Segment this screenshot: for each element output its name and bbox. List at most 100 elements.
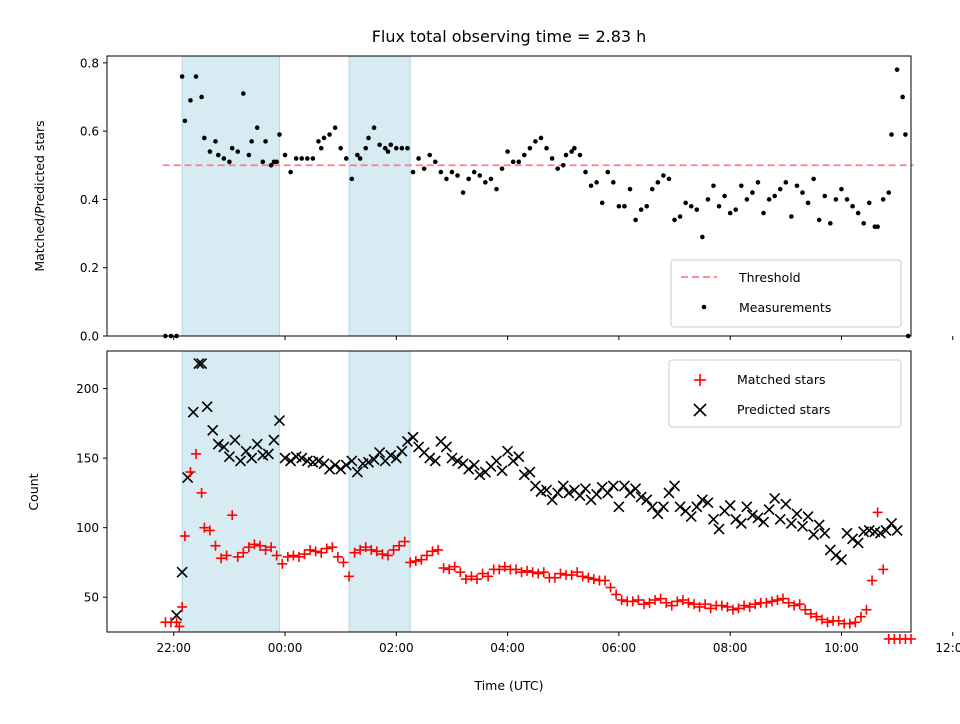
x-axis-label: Time (UTC) [473, 678, 543, 693]
measurement-point [880, 197, 886, 202]
measurement-point [627, 186, 633, 192]
measurement-point [866, 200, 872, 206]
measurement-point [569, 149, 574, 154]
predicted-star-point [451, 455, 464, 467]
predicted-star-point [507, 455, 519, 467]
measurement-point [666, 176, 672, 182]
predicted-star-point [223, 451, 235, 463]
predicted-star-point [663, 487, 675, 499]
matched-star-point [906, 633, 916, 644]
measurement-point [388, 142, 394, 148]
matched-star-point [316, 547, 327, 558]
matched-star-point [349, 547, 360, 558]
predicted-star-point [769, 492, 781, 505]
measurement-point [179, 74, 185, 79]
matched-star-point [694, 601, 705, 612]
measurement-point [494, 186, 499, 192]
measurement-point [293, 156, 299, 161]
predicted-star-point [696, 494, 708, 506]
y-tick-label: 50 [84, 591, 99, 605]
matched-star-point [405, 557, 416, 568]
predicted-star-point [641, 494, 653, 506]
measurement-point [822, 193, 828, 199]
measurement-point [527, 145, 533, 151]
matched-star-point [705, 603, 716, 614]
measurement-point [711, 183, 716, 189]
predicted-star-point [618, 480, 631, 492]
measurement-point [833, 197, 839, 202]
matched-star-point [438, 563, 449, 574]
matched-star-point [750, 599, 761, 610]
predicted-star-point [885, 517, 898, 530]
x-tick-label: 22:00 [156, 641, 191, 655]
matched-star-point [644, 597, 655, 608]
measurement-point [594, 180, 599, 185]
predicted-star-point [335, 463, 347, 475]
measurement-point [555, 166, 560, 171]
measurement-point [577, 152, 583, 158]
predicted-star-point [602, 487, 614, 499]
measurement-point [688, 203, 694, 209]
measurement-point [700, 234, 705, 240]
matched-star-point [772, 595, 783, 606]
predicted-star-point [390, 452, 402, 464]
predicted-star-point [563, 487, 575, 499]
predicted-star-point [351, 466, 363, 478]
x-tick-label: 10:00 [824, 641, 859, 655]
measurement-point [318, 145, 324, 151]
matched-star-point [516, 567, 527, 578]
predicted-star-point [685, 510, 697, 523]
predicted-star-point [296, 452, 308, 464]
matched-star-point [655, 593, 666, 604]
measurement-point [263, 139, 268, 144]
matched-star-point [677, 595, 688, 606]
measurement-point [900, 94, 905, 100]
predicted-star-point [312, 455, 324, 467]
measurement-point [385, 149, 391, 154]
measurement-point [449, 169, 455, 175]
matched-star-point [421, 550, 432, 561]
matched-star-point [588, 574, 599, 585]
predicted-star-point [193, 357, 205, 370]
matched-star-point [744, 601, 755, 612]
matched-star-point [185, 467, 196, 478]
measurement-point [694, 207, 700, 212]
predicted-star-point [429, 455, 441, 467]
predicted-star-point [262, 448, 274, 460]
measurement-point [750, 190, 755, 195]
y-tick-label: 0.4 [80, 193, 99, 207]
matched-star-point [216, 553, 227, 564]
matched-star-point [716, 600, 727, 611]
predicted-star-point [557, 480, 569, 492]
ratio-legend: Threshold Measurements [670, 259, 902, 328]
measurement-point [215, 152, 221, 158]
matched-star-point [538, 567, 549, 578]
measurement-point [332, 125, 338, 131]
count-legend: Matched stars Predicted stars [668, 359, 902, 428]
measurement-point [327, 132, 332, 137]
matched-legend-swatch [694, 374, 706, 386]
predicted-star-point [624, 487, 636, 499]
matched-star-point [483, 571, 494, 582]
predicted-star-point [796, 520, 809, 532]
measurement-point [182, 118, 188, 124]
matched-star-point [533, 568, 544, 579]
matched-star-points [160, 448, 916, 644]
predicted-star-point [713, 523, 725, 535]
predicted-star-point [752, 512, 764, 524]
matched-star-point [174, 621, 185, 632]
predicted-star-point [646, 501, 658, 513]
matched-star-point [855, 611, 866, 622]
matched-star-point [191, 448, 202, 459]
predicted-star-point [880, 524, 892, 537]
predicted-star-point [176, 566, 188, 578]
predicted-star-point [830, 549, 842, 562]
matched-star-point [266, 542, 277, 553]
measurement-point [207, 149, 213, 154]
measurement-point [366, 135, 371, 141]
matched-star-point [727, 604, 738, 615]
measurement-point [310, 156, 316, 161]
predicted-star-point [802, 510, 814, 523]
measurement-point [633, 217, 638, 223]
